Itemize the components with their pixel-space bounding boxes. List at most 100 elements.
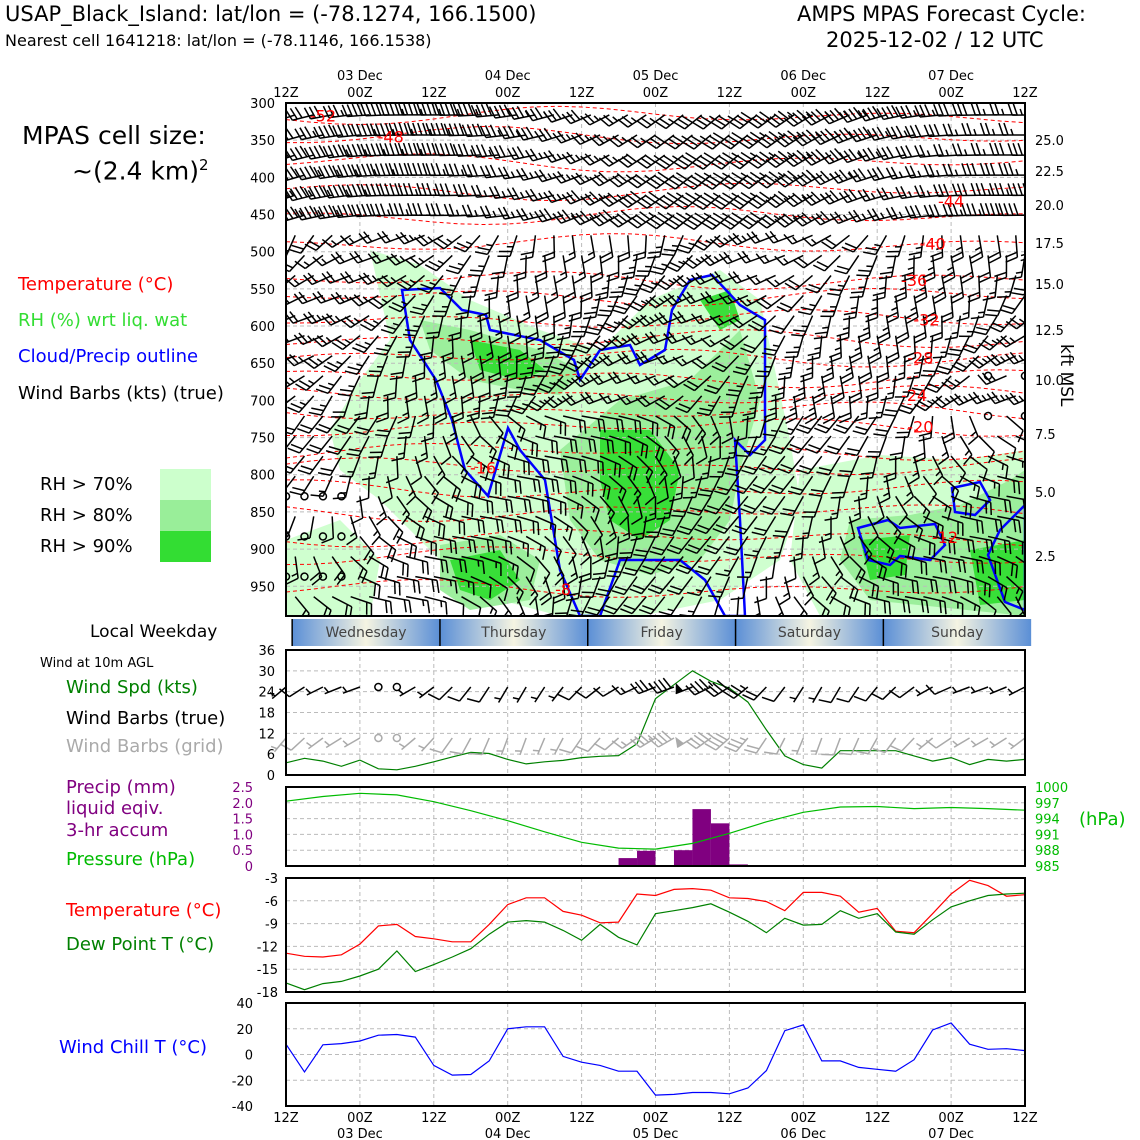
barb-full: [966, 163, 972, 176]
barb-full: [498, 250, 512, 253]
barb-full: [822, 412, 834, 420]
wind-barb: [479, 164, 508, 179]
barb-full: [657, 171, 669, 180]
barb-full: [732, 158, 745, 167]
barb-full: [1013, 203, 1019, 216]
wind-barb: [294, 165, 324, 181]
barb-half: [786, 151, 793, 157]
barb-staff: [829, 114, 850, 125]
barb-full: [996, 295, 1010, 298]
barb-staff: [793, 686, 804, 703]
barb-full: [576, 745, 589, 753]
barb-full: [561, 153, 572, 165]
barb-full: [820, 130, 830, 141]
barb-full: [701, 141, 713, 150]
wind-barb: [836, 686, 860, 703]
barb-half: [880, 212, 885, 219]
barb-half: [587, 251, 595, 256]
barb-full: [407, 182, 414, 196]
wind-barb: [682, 254, 712, 269]
barb-full: [398, 582, 401, 596]
barb-full: [686, 218, 699, 227]
barb-full: [589, 191, 600, 202]
barb-full: [664, 141, 676, 150]
barb-full: [871, 105, 881, 118]
barb-half: [875, 151, 881, 158]
barb-full: [403, 599, 407, 613]
legend-temperature: Temperature (°C): [18, 274, 174, 295]
barb-full: [1012, 143, 1018, 156]
barb-full: [1028, 595, 1040, 605]
calm-circle: [392, 682, 402, 692]
barb-half: [931, 109, 936, 116]
barb-full: [267, 150, 275, 163]
barb-full: [453, 163, 460, 176]
barb-full: [653, 214, 665, 224]
barb-half: [620, 741, 627, 747]
barb-full: [262, 372, 271, 385]
barb-full: [815, 172, 826, 183]
barb-full: [914, 105, 921, 118]
wind-barb: [434, 103, 462, 117]
legend-precip-2: liquid eqiv.: [66, 798, 164, 819]
barb-full: [712, 212, 725, 221]
temp-contour: [286, 479, 1025, 498]
barb-full: [905, 105, 913, 117]
wind-barb: [728, 192, 758, 210]
barb-full: [675, 172, 688, 181]
barb-full: [502, 126, 511, 139]
rh-region: [860, 535, 910, 580]
barb-staff: [883, 275, 888, 298]
barb-full: [484, 296, 497, 302]
barb-full: [755, 194, 767, 203]
wind-barb: [853, 686, 878, 702]
barb-full: [584, 153, 595, 164]
barb-full: [741, 217, 754, 227]
barb-full: [570, 174, 581, 185]
barb-staff: [343, 737, 361, 748]
wind-barb: [821, 234, 850, 250]
barb-full: [848, 108, 858, 120]
barb-staff: [551, 114, 573, 123]
barb-full: [412, 103, 419, 116]
barb-staff: [867, 315, 871, 338]
barb-full: [356, 497, 369, 503]
barb-full: [608, 178, 619, 188]
wind-barb: [341, 183, 370, 198]
barb-full: [313, 145, 322, 158]
barb-full: [923, 204, 930, 218]
wind-barb: [1005, 351, 1025, 365]
wind-barb: [303, 355, 333, 370]
barb-full: [979, 162, 986, 176]
barb-full: [843, 127, 853, 139]
barb-full: [1003, 162, 1009, 176]
wind-barb: [829, 127, 860, 144]
barb-half: [373, 530, 379, 537]
barb-full: [886, 351, 899, 359]
barb-staff: [551, 686, 564, 702]
barb-half: [433, 188, 437, 196]
barb-full: [488, 146, 496, 159]
barb-full: [824, 111, 835, 123]
barb-full: [360, 183, 367, 197]
barb-full: [738, 140, 750, 150]
legend-dew: Dew Point T (°C): [66, 934, 215, 955]
wind-barb: [793, 254, 823, 269]
barb-staff: [554, 737, 564, 755]
barb-full: [886, 316, 899, 324]
barb-full: [426, 562, 429, 575]
barb-full: [827, 292, 840, 296]
barb-full: [719, 221, 732, 230]
barb-full: [448, 203, 455, 217]
barb-staff: [344, 476, 352, 498]
barb-full: [520, 208, 529, 220]
barb-half: [427, 236, 434, 242]
barb-full: [626, 219, 638, 229]
wind-barb: [286, 166, 305, 182]
barb-full: [857, 150, 866, 162]
barb-staff: [476, 154, 499, 158]
temp-contour-label: -52: [310, 107, 336, 126]
barb-full: [534, 170, 543, 183]
wind-barb: [534, 208, 564, 223]
barb-full: [876, 126, 885, 139]
